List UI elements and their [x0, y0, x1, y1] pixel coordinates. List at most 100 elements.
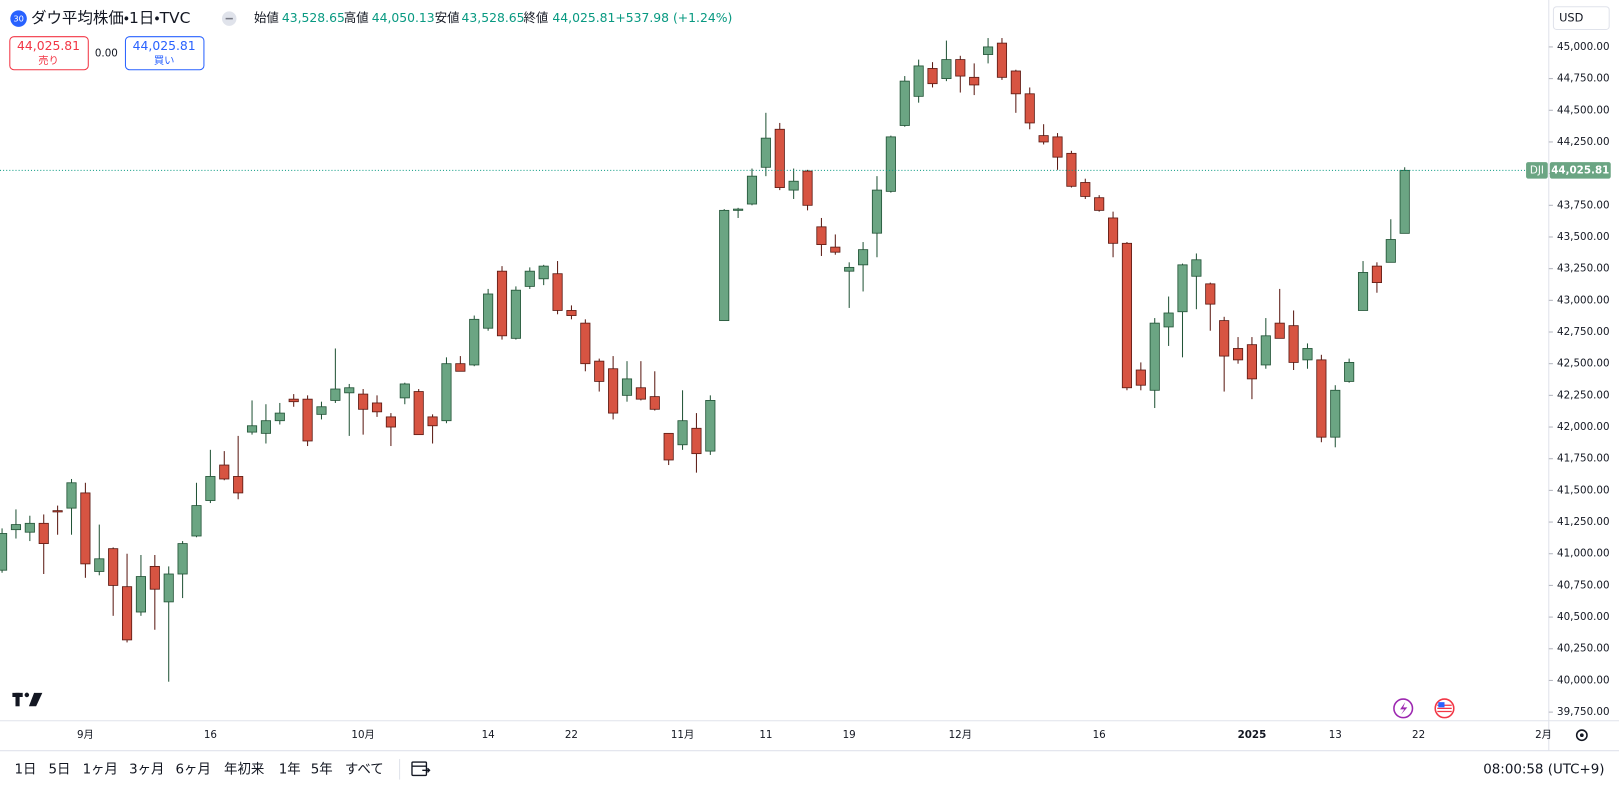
x-tick-label: 12月 — [949, 729, 972, 741]
y-tick-label: 42,750.00 — [1557, 326, 1609, 338]
flag-canton — [1438, 702, 1445, 708]
candle-body — [344, 387, 355, 394]
candle-body — [1191, 259, 1202, 277]
candle-body — [1108, 217, 1119, 244]
candle-body — [413, 391, 424, 436]
range-button[interactable]: 1年 — [279, 761, 301, 777]
x-tick-label: 14 — [482, 729, 495, 741]
logo-part — [24, 692, 30, 698]
sell-label: 売り — [38, 54, 59, 67]
candle-body — [1066, 152, 1077, 187]
y-tick-label: 44,250.00 — [1557, 136, 1609, 148]
x-tick-label: 16 — [204, 729, 217, 741]
candle-body — [844, 266, 855, 272]
candle-body — [996, 42, 1008, 78]
symbol-tag-text: DJI — [1530, 164, 1544, 176]
candle-body — [496, 270, 508, 337]
change: +537.98 (+1.24%) — [615, 10, 732, 25]
candle-body — [94, 558, 105, 572]
range-button[interactable]: 年初来 — [224, 761, 264, 777]
buy-button[interactable] — [124, 36, 205, 71]
candle-body — [1316, 359, 1327, 438]
y-tick-label: 41,750.00 — [1557, 453, 1609, 465]
candle-body — [330, 388, 341, 401]
y-tick-label: 42,250.00 — [1557, 389, 1609, 401]
candle-body — [649, 396, 660, 410]
ohlc-label: 始値 — [254, 10, 279, 25]
symbol-tag — [1526, 162, 1548, 179]
candle-body — [10, 524, 22, 531]
lightning — [1400, 702, 1408, 715]
candle-body — [233, 476, 244, 494]
ohlc-value: 43,528.65 — [462, 10, 525, 25]
settings-button[interactable] — [1575, 729, 1588, 742]
candle-body — [955, 59, 966, 77]
candle-body — [677, 420, 688, 446]
candle-body — [1121, 242, 1133, 389]
currency-select[interactable] — [1552, 6, 1610, 30]
y-tick-label: 42,000.00 — [1557, 421, 1609, 433]
candle-body — [580, 322, 591, 365]
candle-body — [80, 492, 91, 565]
range-button[interactable]: 5日 — [49, 762, 71, 777]
y-tick-label: 41,000.00 — [1557, 548, 1609, 560]
candle-body — [52, 510, 63, 513]
x-tick-label: 2025 — [1238, 729, 1267, 741]
plot-area — [0, 38, 1549, 682]
candle-body — [635, 387, 646, 400]
candle-body — [608, 368, 619, 414]
range-button[interactable]: 5年 — [311, 761, 333, 777]
ohlc-value: 44,050.13 — [372, 10, 435, 25]
candle-body — [1038, 135, 1049, 143]
badge-text: 30 — [13, 14, 24, 24]
candle-body — [1080, 182, 1091, 197]
candle-body — [1288, 325, 1299, 363]
candle-body — [858, 249, 869, 266]
x-tick-label: 16 — [1093, 729, 1106, 741]
y-tick-label: 40,750.00 — [1557, 579, 1609, 591]
candle-body — [705, 400, 716, 452]
candle-body — [399, 383, 410, 399]
candle-body — [427, 416, 438, 427]
sell-button[interactable] — [9, 36, 89, 71]
candle-body — [24, 522, 35, 533]
candle-body — [566, 310, 577, 316]
candle-body — [1371, 265, 1382, 284]
candle-body — [816, 226, 827, 245]
candle-body — [371, 402, 383, 413]
ohlc-value: 44,025.81 — [552, 10, 615, 25]
candle-body — [719, 209, 730, 322]
x-tick-label: 9月 — [77, 729, 94, 741]
y-tick-label: 44,500.00 — [1557, 104, 1609, 116]
ohlc-value: 43,528.65 — [282, 10, 345, 25]
symbol-title[interactable]: ダウ平均株価・1日・TVC — [31, 9, 190, 27]
y-tick-label: 41,500.00 — [1557, 484, 1609, 496]
range-button[interactable]: 3ヶ月 — [129, 762, 164, 777]
candle-body — [621, 378, 633, 396]
candle-body — [1302, 348, 1313, 361]
candle-body — [1010, 70, 1021, 95]
candle-body — [469, 318, 480, 366]
price-tag — [1549, 162, 1611, 179]
range-button[interactable]: 6ヶ月 — [176, 762, 211, 777]
range-button[interactable]: 1日 — [14, 762, 36, 777]
candle-body — [1052, 136, 1063, 158]
y-tick-label: 41,250.00 — [1557, 516, 1609, 528]
x-tick-label: 10月 — [351, 729, 374, 741]
candle-body — [983, 46, 994, 55]
ohlc-label: 終値 — [523, 10, 548, 25]
tv-logo — [12, 692, 43, 707]
candle-body — [1399, 169, 1410, 234]
goto-date-button[interactable] — [411, 761, 431, 777]
candle-body — [288, 398, 299, 403]
candle-body — [455, 363, 466, 372]
candle-body — [274, 412, 285, 422]
candle-body — [899, 80, 910, 126]
candle-body — [1357, 272, 1369, 311]
candle-body — [1094, 197, 1105, 211]
candle-body — [830, 246, 841, 253]
range-button[interactable]: 1ヶ月 — [83, 762, 118, 777]
candle-body — [1205, 283, 1216, 305]
candle-body — [177, 543, 188, 575]
range-button[interactable]: すべて — [345, 761, 384, 777]
